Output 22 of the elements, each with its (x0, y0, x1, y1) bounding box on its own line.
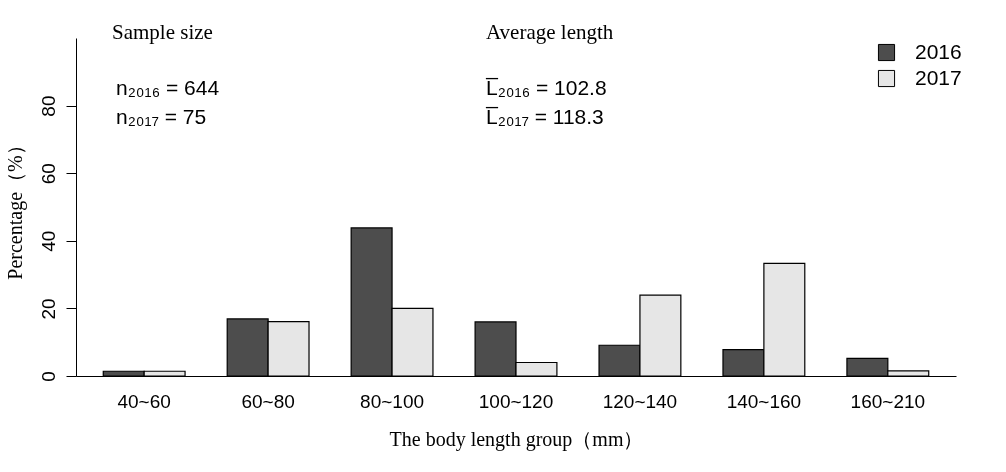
annotation: n₂₀₁₆ = 644 (116, 76, 220, 99)
y-tick-label: 80 (37, 95, 59, 117)
x-tick-label: 120~140 (602, 390, 678, 412)
annotation: L̅₂₀₁₇ = 118.3 (484, 105, 604, 128)
y-tick-label: 40 (37, 230, 59, 252)
x-axis-title: The body length group（mm） (389, 427, 644, 451)
x-tick-label: 100~120 (478, 390, 554, 412)
x-tick-label: 140~160 (726, 390, 802, 412)
x-tick-label: 80~100 (360, 390, 425, 412)
annotation: n₂₀₁₇ = 75 (116, 105, 207, 128)
y-tick-label: 20 (37, 298, 59, 320)
x-tick-label: 60~80 (241, 390, 295, 412)
y-axis-title: Percentage（%） (3, 135, 27, 280)
legend-label: 2016 (915, 39, 962, 63)
y-tick-label: 0 (37, 371, 59, 382)
legend-label: 2017 (915, 65, 962, 89)
annotation: Average length (486, 20, 614, 44)
annotation: Sample size (112, 20, 213, 44)
x-tick-label: 160~210 (850, 390, 926, 412)
annotation: L̅₂₀₁₆ = 102.8 (484, 76, 607, 99)
y-tick-label: 60 (37, 163, 59, 185)
x-tick-label: 40~60 (117, 390, 171, 412)
